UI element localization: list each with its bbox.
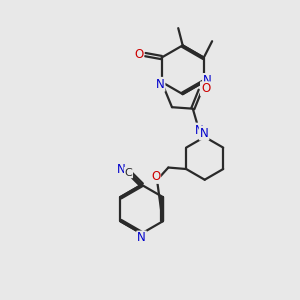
- Text: N: N: [195, 124, 204, 136]
- Text: O: O: [134, 48, 143, 61]
- Text: N: N: [137, 232, 146, 244]
- Text: N: N: [117, 164, 126, 176]
- Text: O: O: [201, 82, 210, 95]
- Text: N: N: [200, 127, 208, 140]
- Text: C: C: [124, 168, 132, 178]
- Text: O: O: [151, 170, 160, 183]
- Text: N: N: [203, 74, 212, 87]
- Text: N: N: [156, 78, 164, 91]
